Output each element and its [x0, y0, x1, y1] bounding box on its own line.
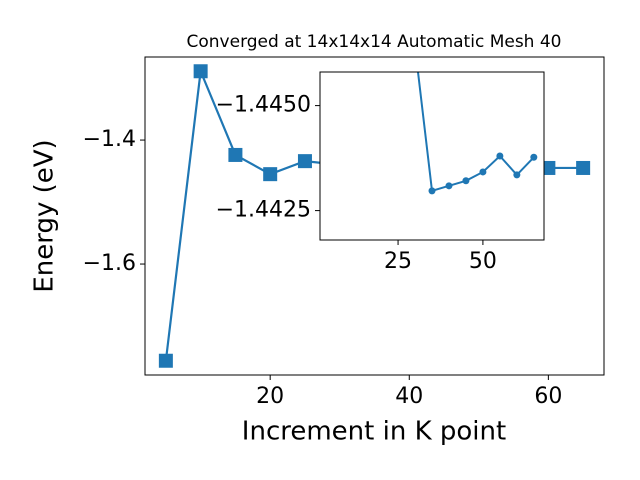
x-tick-label: 40: [395, 384, 423, 409]
marker: [228, 147, 243, 162]
marker: [193, 64, 208, 79]
marker: [445, 182, 453, 190]
marker: [496, 152, 504, 160]
y-axis-label: Energy (eV): [30, 139, 60, 292]
plot-area: [320, 72, 544, 240]
x-axis-label: Increment in K point: [242, 417, 506, 447]
marker: [263, 167, 278, 182]
y-tick-label: −1.4425: [216, 198, 311, 223]
chart-title: Converged at 14x14x14 Automatic Mesh 40: [187, 32, 562, 52]
y-tick-label: −1.4450: [216, 93, 311, 118]
x-tick-label: 20: [256, 384, 284, 409]
marker: [428, 187, 436, 195]
marker: [530, 153, 538, 161]
marker: [158, 353, 173, 368]
plot-content: [416, 72, 538, 195]
marker: [513, 171, 521, 179]
marker: [541, 160, 556, 175]
marker: [576, 160, 591, 175]
x-tick-label: 25: [384, 249, 412, 274]
axes-frame: [144, 56, 605, 376]
marker: [297, 154, 312, 169]
marker: [479, 168, 487, 176]
x-tick-label: 60: [534, 384, 562, 409]
y-tick-label: −1.4: [83, 127, 136, 152]
x-tick-label: 50: [469, 249, 497, 274]
axes-frame: [319, 71, 545, 241]
y-tick-label: −1.6: [83, 251, 136, 276]
marker: [462, 177, 470, 185]
